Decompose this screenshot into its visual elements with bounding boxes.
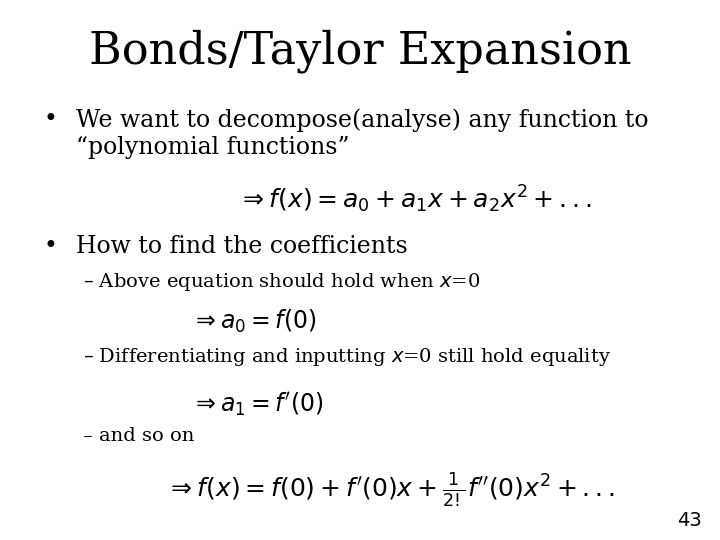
Text: – and so on: – and so on: [83, 427, 194, 444]
Text: •: •: [43, 235, 57, 258]
Text: 43: 43: [678, 511, 702, 530]
Text: $\Rightarrow f(x)= f(0)+ f'(0)x + \frac{1}{2!} f''(0)x^2 + ...$: $\Rightarrow f(x)= f(0)+ f'(0)x + \frac{…: [166, 471, 614, 509]
Text: $\Rightarrow a_1 = f'(0)$: $\Rightarrow a_1 = f'(0)$: [191, 390, 323, 417]
Text: $\Rightarrow a_0 = f(0)$: $\Rightarrow a_0 = f(0)$: [191, 308, 316, 335]
Text: “polynomial functions”: “polynomial functions”: [76, 136, 349, 159]
Text: Bonds/Taylor Expansion: Bonds/Taylor Expansion: [89, 30, 631, 73]
Text: We want to decompose(analyse) any function to: We want to decompose(analyse) any functi…: [76, 108, 648, 132]
Text: How to find the coefficients: How to find the coefficients: [76, 235, 408, 258]
Text: – Differentiating and inputting $x$=0 still hold equality: – Differentiating and inputting $x$=0 st…: [83, 346, 611, 368]
Text: $\Rightarrow f(x)= a_0 + a_1 x + a_2 x^2 + ...$: $\Rightarrow f(x)= a_0 + a_1 x + a_2 x^2…: [238, 184, 591, 215]
Text: •: •: [43, 108, 57, 131]
Text: – Above equation should hold when $x$=0: – Above equation should hold when $x$=0: [83, 271, 480, 293]
